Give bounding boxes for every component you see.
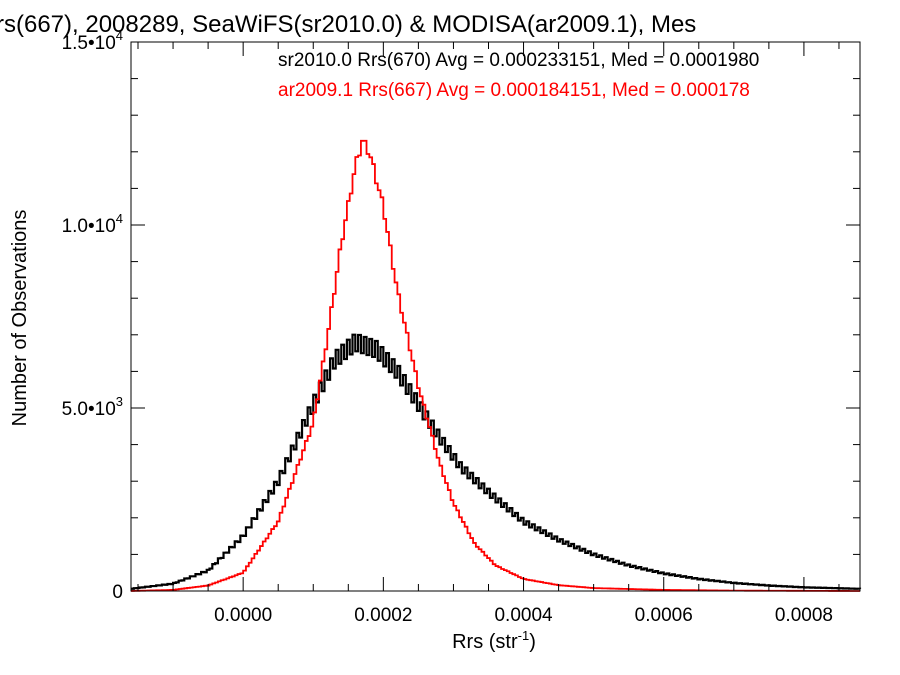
y-axis-label: Number of Observations: [9, 210, 31, 427]
chart-title: rs(667), 2008289, SeaWiFS(sr2010.0) & MO…: [0, 11, 696, 38]
y-tick-label-base: 1.0•10: [62, 216, 116, 237]
x-axis-label-text: Rrs (str: [452, 631, 518, 653]
x-tick-label: 0.0006: [635, 605, 693, 626]
y-tick-label: 5.0•103: [62, 394, 123, 420]
plot-frame: [130, 41, 861, 592]
x-tick-label: 0.0004: [494, 605, 553, 626]
y-tick-label-exp: 3: [116, 394, 123, 409]
x-axis-label: Rrs (str-1): [452, 628, 536, 653]
x-axis-label-end: ): [529, 631, 536, 653]
y-tick-label: 1.5•104: [62, 28, 123, 54]
y-tick-label-base: 1.5•10: [62, 33, 116, 54]
y-tick-label: 0: [112, 582, 123, 603]
y-tick-label-base: 5.0•10: [62, 399, 116, 420]
legend-entry-sr2010: sr2010.0 Rrs(670) Avg = 0.000233151, Med…: [278, 50, 759, 71]
x-tick-label: 0.0008: [775, 605, 833, 626]
x-tick-label: 0.0000: [214, 605, 272, 626]
x-axis-label-sup: -1: [518, 628, 530, 643]
series-line-ar2009.1: [131, 139, 860, 592]
y-tick-label-exp: 4: [116, 28, 123, 43]
x-tick-label: 0.0002: [354, 605, 412, 626]
y-tick-label-exp: 4: [116, 211, 123, 226]
plot-area: 0.0000 0.0002 0.0004 0.0006 0.0008 0 5.0•103 1.…: [62, 28, 862, 626]
y-tick-label-base: 0: [112, 582, 123, 603]
y-tick-label: 1.0•104: [62, 211, 123, 237]
legend-entry-ar2009: ar2009.1 Rrs(667) Avg = 0.000184151, Med…: [278, 80, 750, 101]
series-line-sr2010.0: [131, 333, 862, 590]
